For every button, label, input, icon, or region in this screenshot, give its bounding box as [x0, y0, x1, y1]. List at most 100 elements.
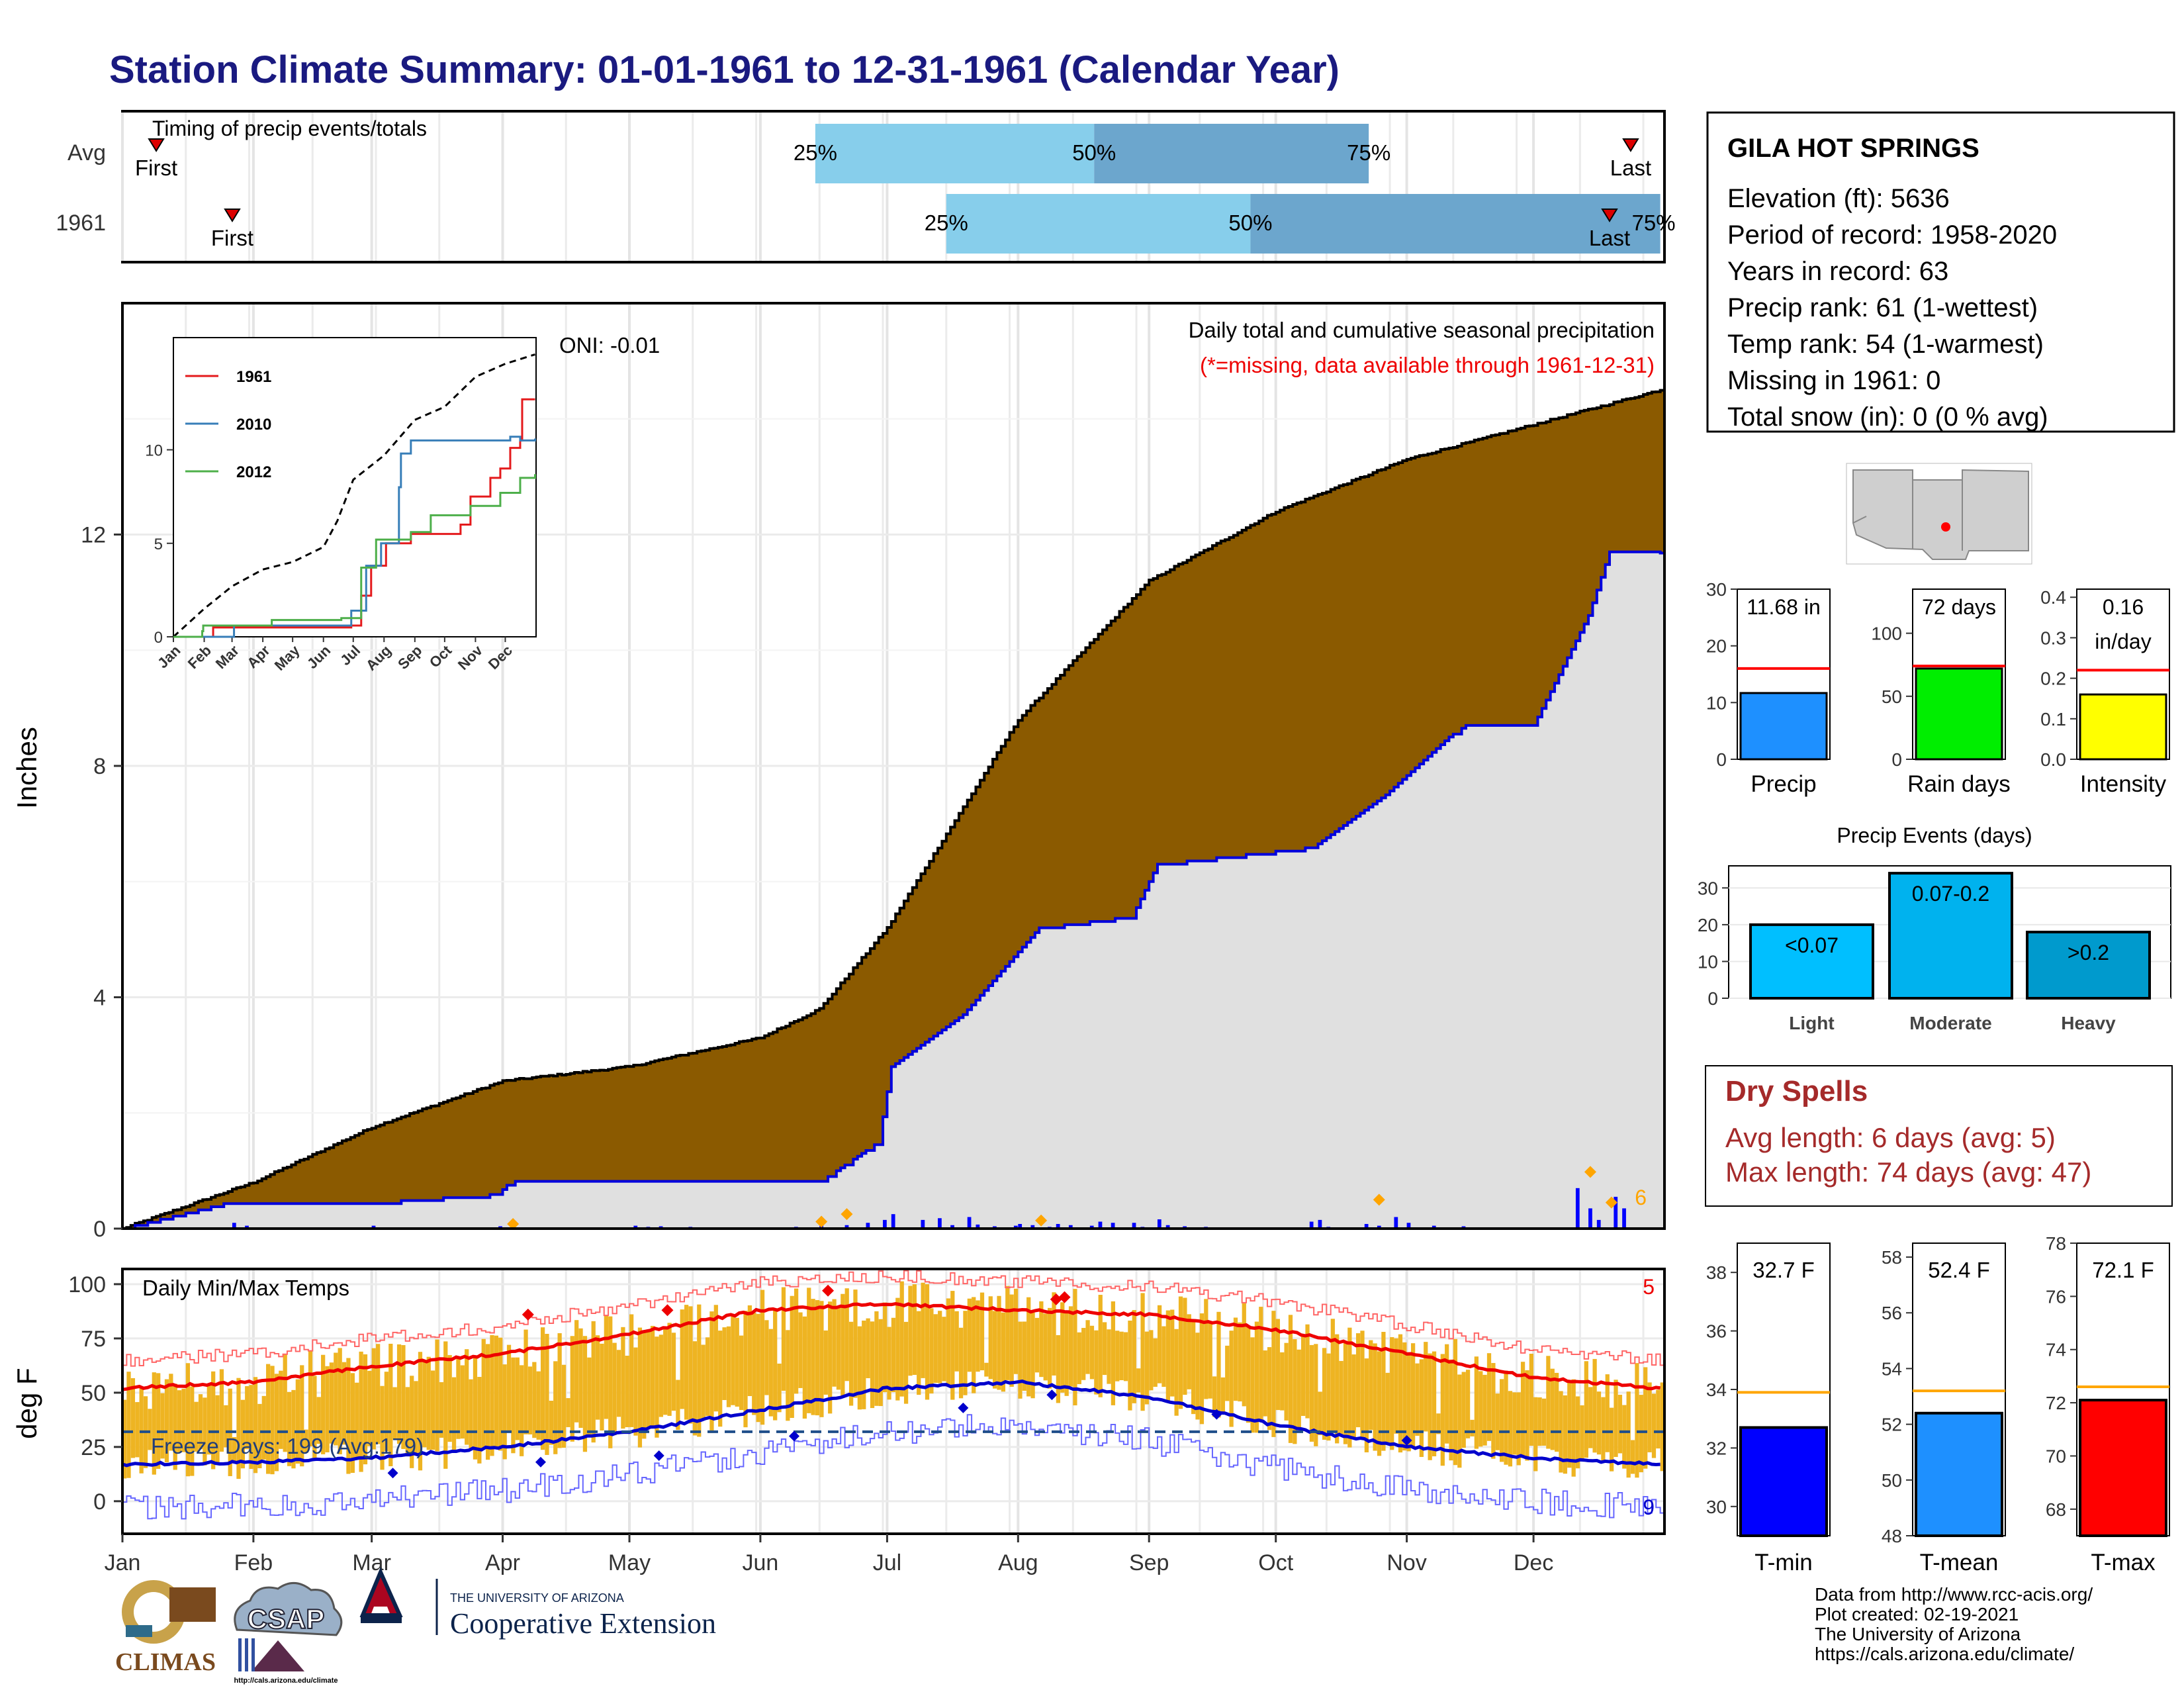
- month-axis-label: Dec: [1514, 1550, 1553, 1575]
- daily-temp-range-bar: [1567, 1380, 1572, 1468]
- daily-temp-range-bar: [726, 1326, 731, 1407]
- record-low-marker: [1211, 1409, 1222, 1420]
- daily-precip-bar: [1614, 1196, 1618, 1229]
- daily-temp-range-bar: [279, 1370, 283, 1449]
- daily-temp-range-bar: [1614, 1380, 1618, 1457]
- precip-event-count: 6: [1635, 1186, 1647, 1209]
- daily-temp-range-bar: [312, 1376, 317, 1461]
- daily-temp-range-bar: [1504, 1370, 1508, 1465]
- precip-year-line: [122, 550, 1664, 1230]
- daily-temp-range-bar: [1482, 1374, 1487, 1446]
- temp-ytick-label: 0: [93, 1489, 106, 1515]
- daily-temp-range-bar: [527, 1366, 533, 1434]
- inset-legend-label: 2010: [236, 416, 271, 434]
- daily-temp-range-bar: [709, 1311, 714, 1433]
- daily-temp-range-bar: [976, 1300, 980, 1372]
- footer-credit-line: Data from http://www.rcc-acis.org/: [1815, 1584, 2093, 1605]
- daily-precip-bar: [866, 1223, 870, 1229]
- daily-temp-range-bar: [912, 1284, 917, 1376]
- daily-temp-range-bar: [1208, 1322, 1212, 1399]
- events-category-label: Heavy: [2061, 1013, 2116, 1033]
- daily-temp-range-bar: [1322, 1348, 1327, 1440]
- daily-temp-range-bar: [1275, 1319, 1280, 1411]
- daily-temp-range-bar: [942, 1317, 946, 1382]
- precip-ytick-label: 0: [93, 1217, 106, 1242]
- inset-ytick-label: 0: [154, 629, 163, 647]
- record-high-marker: [1058, 1291, 1071, 1303]
- location-map: [1846, 463, 2032, 565]
- events-bar-light: [1749, 923, 1874, 1000]
- daily-temp-range-bar: [676, 1380, 680, 1430]
- daily-precip-bar: [1165, 1225, 1170, 1229]
- record-low-line: [122, 1414, 1664, 1520]
- daily-temp-range-bar: [752, 1312, 756, 1415]
- daily-temp-range-bar: [828, 1301, 833, 1414]
- precip-annotation-missing: (*=missing, data available through 1961-…: [1200, 353, 1655, 377]
- month-axis-label: Jun: [743, 1550, 779, 1575]
- daily-temp-range-bar: [841, 1293, 845, 1397]
- daily-temp-range-bar: [659, 1335, 663, 1417]
- daily-temp-range-bar: [338, 1348, 342, 1454]
- daily-temp-range-bar: [287, 1391, 292, 1466]
- daily-temp-range-bar: [431, 1370, 435, 1450]
- daily-temp-range-bar: [520, 1365, 524, 1456]
- timing-p75-label: 75%: [1632, 211, 1676, 235]
- daily-temp-range-bar: [1398, 1334, 1403, 1453]
- daily-temp-range-bar: [587, 1357, 592, 1435]
- daily-temp-range-bar: [684, 1305, 689, 1420]
- daily-temp-range-bar: [768, 1329, 773, 1417]
- daily-precip-bar: [232, 1223, 236, 1229]
- daily-temp-range-bar: [1479, 1371, 1483, 1447]
- daily-temp-range-bar: [1596, 1391, 1602, 1455]
- summary-chart-ytick: 10: [1706, 692, 1727, 713]
- daily-temp-range-bar: [979, 1292, 985, 1371]
- daily-temp-range-bar: [1305, 1324, 1310, 1419]
- daily-temp-range-bar: [1410, 1343, 1416, 1448]
- temp-chart-ytick: 78: [2046, 1233, 2066, 1254]
- daily-temp-range-bar: [1111, 1301, 1116, 1405]
- precip-ytick-label: 12: [81, 523, 106, 548]
- daily-temp-range-bar: [1592, 1358, 1597, 1453]
- summary-chart-ytick: 0.3: [2040, 628, 2066, 648]
- station-info-line: Elevation (ft): 5636: [1727, 184, 1950, 213]
- month-axis-label: Oct: [1258, 1550, 1293, 1575]
- daily-precip-bar: [891, 1214, 895, 1229]
- precip-annotation-title: Daily total and cumulative seasonal prec…: [1189, 318, 1655, 342]
- daily-temp-range-bar: [1123, 1332, 1128, 1382]
- daily-temp-range-bar: [1449, 1359, 1453, 1461]
- daily-temp-range-bar: [549, 1401, 553, 1445]
- record-high-line: [122, 1270, 1664, 1367]
- daily-temp-range-bar: [511, 1357, 516, 1454]
- daily-temp-range-bar: [764, 1320, 769, 1395]
- footer-credit-line: Plot created: 02-19-2021: [1815, 1604, 2019, 1624]
- daily-temp-range-bar: [219, 1369, 224, 1452]
- hot-days-count: 5: [1643, 1275, 1655, 1299]
- daily-temp-range-bar: [1512, 1392, 1517, 1455]
- daily-temp-range-bar: [532, 1362, 537, 1438]
- events-category-label: Light: [1789, 1013, 1834, 1033]
- summary-chart-ytick: 0.4: [2040, 587, 2066, 608]
- events-bar-value: >0.2: [2068, 941, 2109, 964]
- daily-precip-bar: [1132, 1223, 1136, 1229]
- month-axis-label: Aug: [998, 1550, 1038, 1575]
- summary-chart-bar: [1739, 692, 1828, 761]
- station-info-line: Years in record: 63: [1727, 257, 1948, 286]
- timing-first-label: First: [211, 226, 253, 250]
- daily-temp-range-bar: [667, 1323, 672, 1416]
- daily-temp-range-bar: [1098, 1295, 1103, 1397]
- daily-temp-range-bar: [206, 1385, 211, 1455]
- daily-temp-range-bar: [173, 1383, 177, 1470]
- daily-temp-range-bar: [1077, 1332, 1081, 1384]
- events-category-label: Moderate: [1909, 1013, 1991, 1033]
- average-min-temp-line: [122, 1379, 1661, 1468]
- summary-chart-ytick: 0: [1716, 749, 1727, 770]
- daily-temp-range-bar: [1048, 1307, 1052, 1389]
- daily-precip-bar: [938, 1218, 942, 1229]
- daily-temp-range-bar: [502, 1364, 507, 1460]
- daily-temp-range-bar: [1335, 1334, 1340, 1444]
- daily-temp-range-bar: [540, 1327, 545, 1450]
- daily-temp-range-bar: [848, 1321, 854, 1406]
- daily-temp-range-bar: [1060, 1302, 1065, 1393]
- daily-temp-range-bar: [1144, 1331, 1150, 1405]
- daily-temp-range-bar: [1022, 1321, 1026, 1391]
